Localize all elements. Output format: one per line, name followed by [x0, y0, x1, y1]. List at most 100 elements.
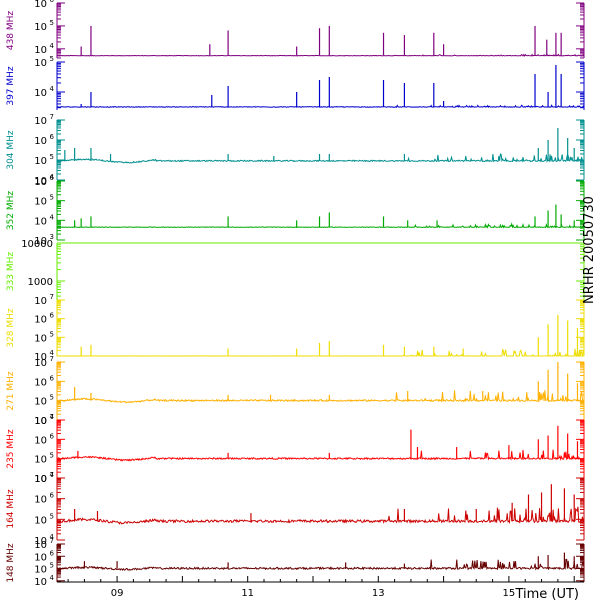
y-tick-label: 10 — [34, 88, 47, 99]
y-tick-exponent: 4 — [50, 85, 55, 93]
y-tick-label: 10 — [34, 315, 47, 326]
y-tick-label: 10 — [34, 495, 47, 506]
series-line — [56, 104, 585, 108]
y-tick-exponent: 4 — [50, 533, 55, 541]
y-tick-exponent: 7 — [50, 471, 54, 479]
y-tick-label: 10 — [34, 565, 47, 576]
y-tick-exponent: 7 — [50, 413, 54, 421]
y-tick-exponent: 4 — [50, 42, 55, 50]
y-tick-exponent: 4 — [50, 349, 55, 357]
y-tick-label: 10 — [34, 397, 47, 408]
y-tick-exponent: 5 — [50, 153, 54, 161]
y-tick-exponent: 5 — [50, 394, 54, 402]
y-tick-label: 10000 — [21, 239, 53, 250]
series-line — [57, 53, 585, 57]
panel-frequency-label: 164 MHz — [6, 489, 16, 529]
y-tick-exponent: 5 — [50, 55, 54, 63]
y-tick-label: 10 — [34, 0, 47, 10]
y-tick-label: 10 — [34, 136, 47, 147]
y-tick-label: 10 — [34, 536, 47, 547]
y-tick-label: 10 — [34, 455, 47, 466]
y-tick-exponent: 6 — [50, 312, 55, 320]
panel-frequency-label: 397 MHz — [6, 66, 16, 106]
y-tick-label: 10 — [34, 540, 47, 551]
y-tick-exponent: 7 — [50, 113, 54, 121]
panel-frequency-label: 304 MHz — [6, 130, 16, 170]
y-tick-label: 10 — [34, 296, 47, 307]
y-tick-label: 10 — [34, 45, 47, 56]
series-line — [56, 222, 584, 229]
y-tick-exponent: 5 — [50, 512, 54, 520]
x-tick-label: 13 — [372, 588, 385, 599]
y-tick-label: 10 — [34, 515, 47, 526]
y-tick-label: 10 — [34, 156, 47, 167]
y-tick-label: 10 — [34, 176, 47, 187]
y-tick-label: 10 — [34, 377, 47, 388]
y-tick-exponent: 6 — [50, 133, 55, 141]
y-tick-exponent: 4 — [50, 173, 55, 181]
panel-frequency-label: 438 MHz — [6, 11, 16, 51]
y-tick-label: 10 — [34, 197, 47, 208]
y-tick-exponent: 6 — [50, 432, 55, 440]
x-tick-label: 15 — [503, 588, 516, 599]
y-tick-label: 10 — [34, 416, 47, 427]
y-tick-label: 10 — [34, 474, 47, 485]
y-tick-exponent: 6 — [50, 0, 55, 4]
panel-frequency-label: 333 MHz — [6, 252, 16, 292]
y-tick-exponent: 6 — [50, 174, 55, 182]
y-tick-exponent: 4 — [50, 574, 55, 582]
panel-frequency-label: 271 MHz — [6, 371, 16, 411]
series-line — [56, 153, 585, 164]
series-line — [56, 449, 585, 462]
y-tick-exponent: 4 — [50, 213, 55, 221]
x-axis: 09 11 13 15 — [57, 576, 584, 599]
y-tick-exponent: 6 — [50, 492, 55, 500]
y-tick-exponent: 7 — [50, 537, 54, 545]
y-tick-label: 10 — [34, 577, 47, 588]
y-tick-label: 10 — [34, 358, 47, 369]
y-tick-label: 10 — [34, 236, 47, 247]
y-tick-label: 10 — [34, 216, 47, 227]
panel-frequency-label: 235 MHz — [6, 429, 16, 469]
x-tick-label: 11 — [241, 588, 254, 599]
side-label: NRHR 20050730 — [582, 196, 597, 304]
y-tick-label: 10 — [34, 435, 47, 446]
panel-frequency-label: 328 MHz — [6, 308, 16, 348]
y-tick-label: 10 — [34, 474, 47, 485]
series-line — [56, 506, 585, 525]
x-axis-label: Time (UT) — [514, 587, 579, 600]
y-tick-exponent: 5 — [50, 194, 54, 202]
series-line — [56, 558, 585, 571]
y-tick-exponent: 7 — [50, 293, 54, 301]
y-tick-exponent: 7 — [50, 355, 54, 363]
panel-333-mhz: 1000 10000 333 MHz — [6, 239, 585, 300]
x-tick-label: 09 — [111, 588, 124, 599]
y-tick-label: 10 — [34, 352, 47, 363]
series-line — [56, 390, 585, 404]
y-tick-label: 10 — [34, 58, 47, 69]
y-tick-exponent: 4 — [50, 471, 55, 479]
y-tick-exponent: 6 — [50, 374, 55, 382]
panel-frequency-label: 352 MHz — [6, 191, 16, 231]
y-tick-label: 10 — [34, 116, 47, 127]
y-tick-exponent: 5 — [50, 19, 54, 27]
y-tick-label: 10 — [34, 416, 47, 427]
y-tick-exponent: 5 — [50, 452, 54, 460]
series-line — [57, 348, 585, 357]
y-tick-label: 10 — [34, 22, 47, 33]
y-tick-exponent: 5 — [50, 330, 54, 338]
panel-frequency-label: 148 MHz — [6, 543, 16, 583]
y-tick-label: 10 — [34, 177, 47, 188]
y-tick-exponent: 6 — [50, 549, 55, 557]
y-tick-exponent: 3 — [50, 233, 54, 241]
